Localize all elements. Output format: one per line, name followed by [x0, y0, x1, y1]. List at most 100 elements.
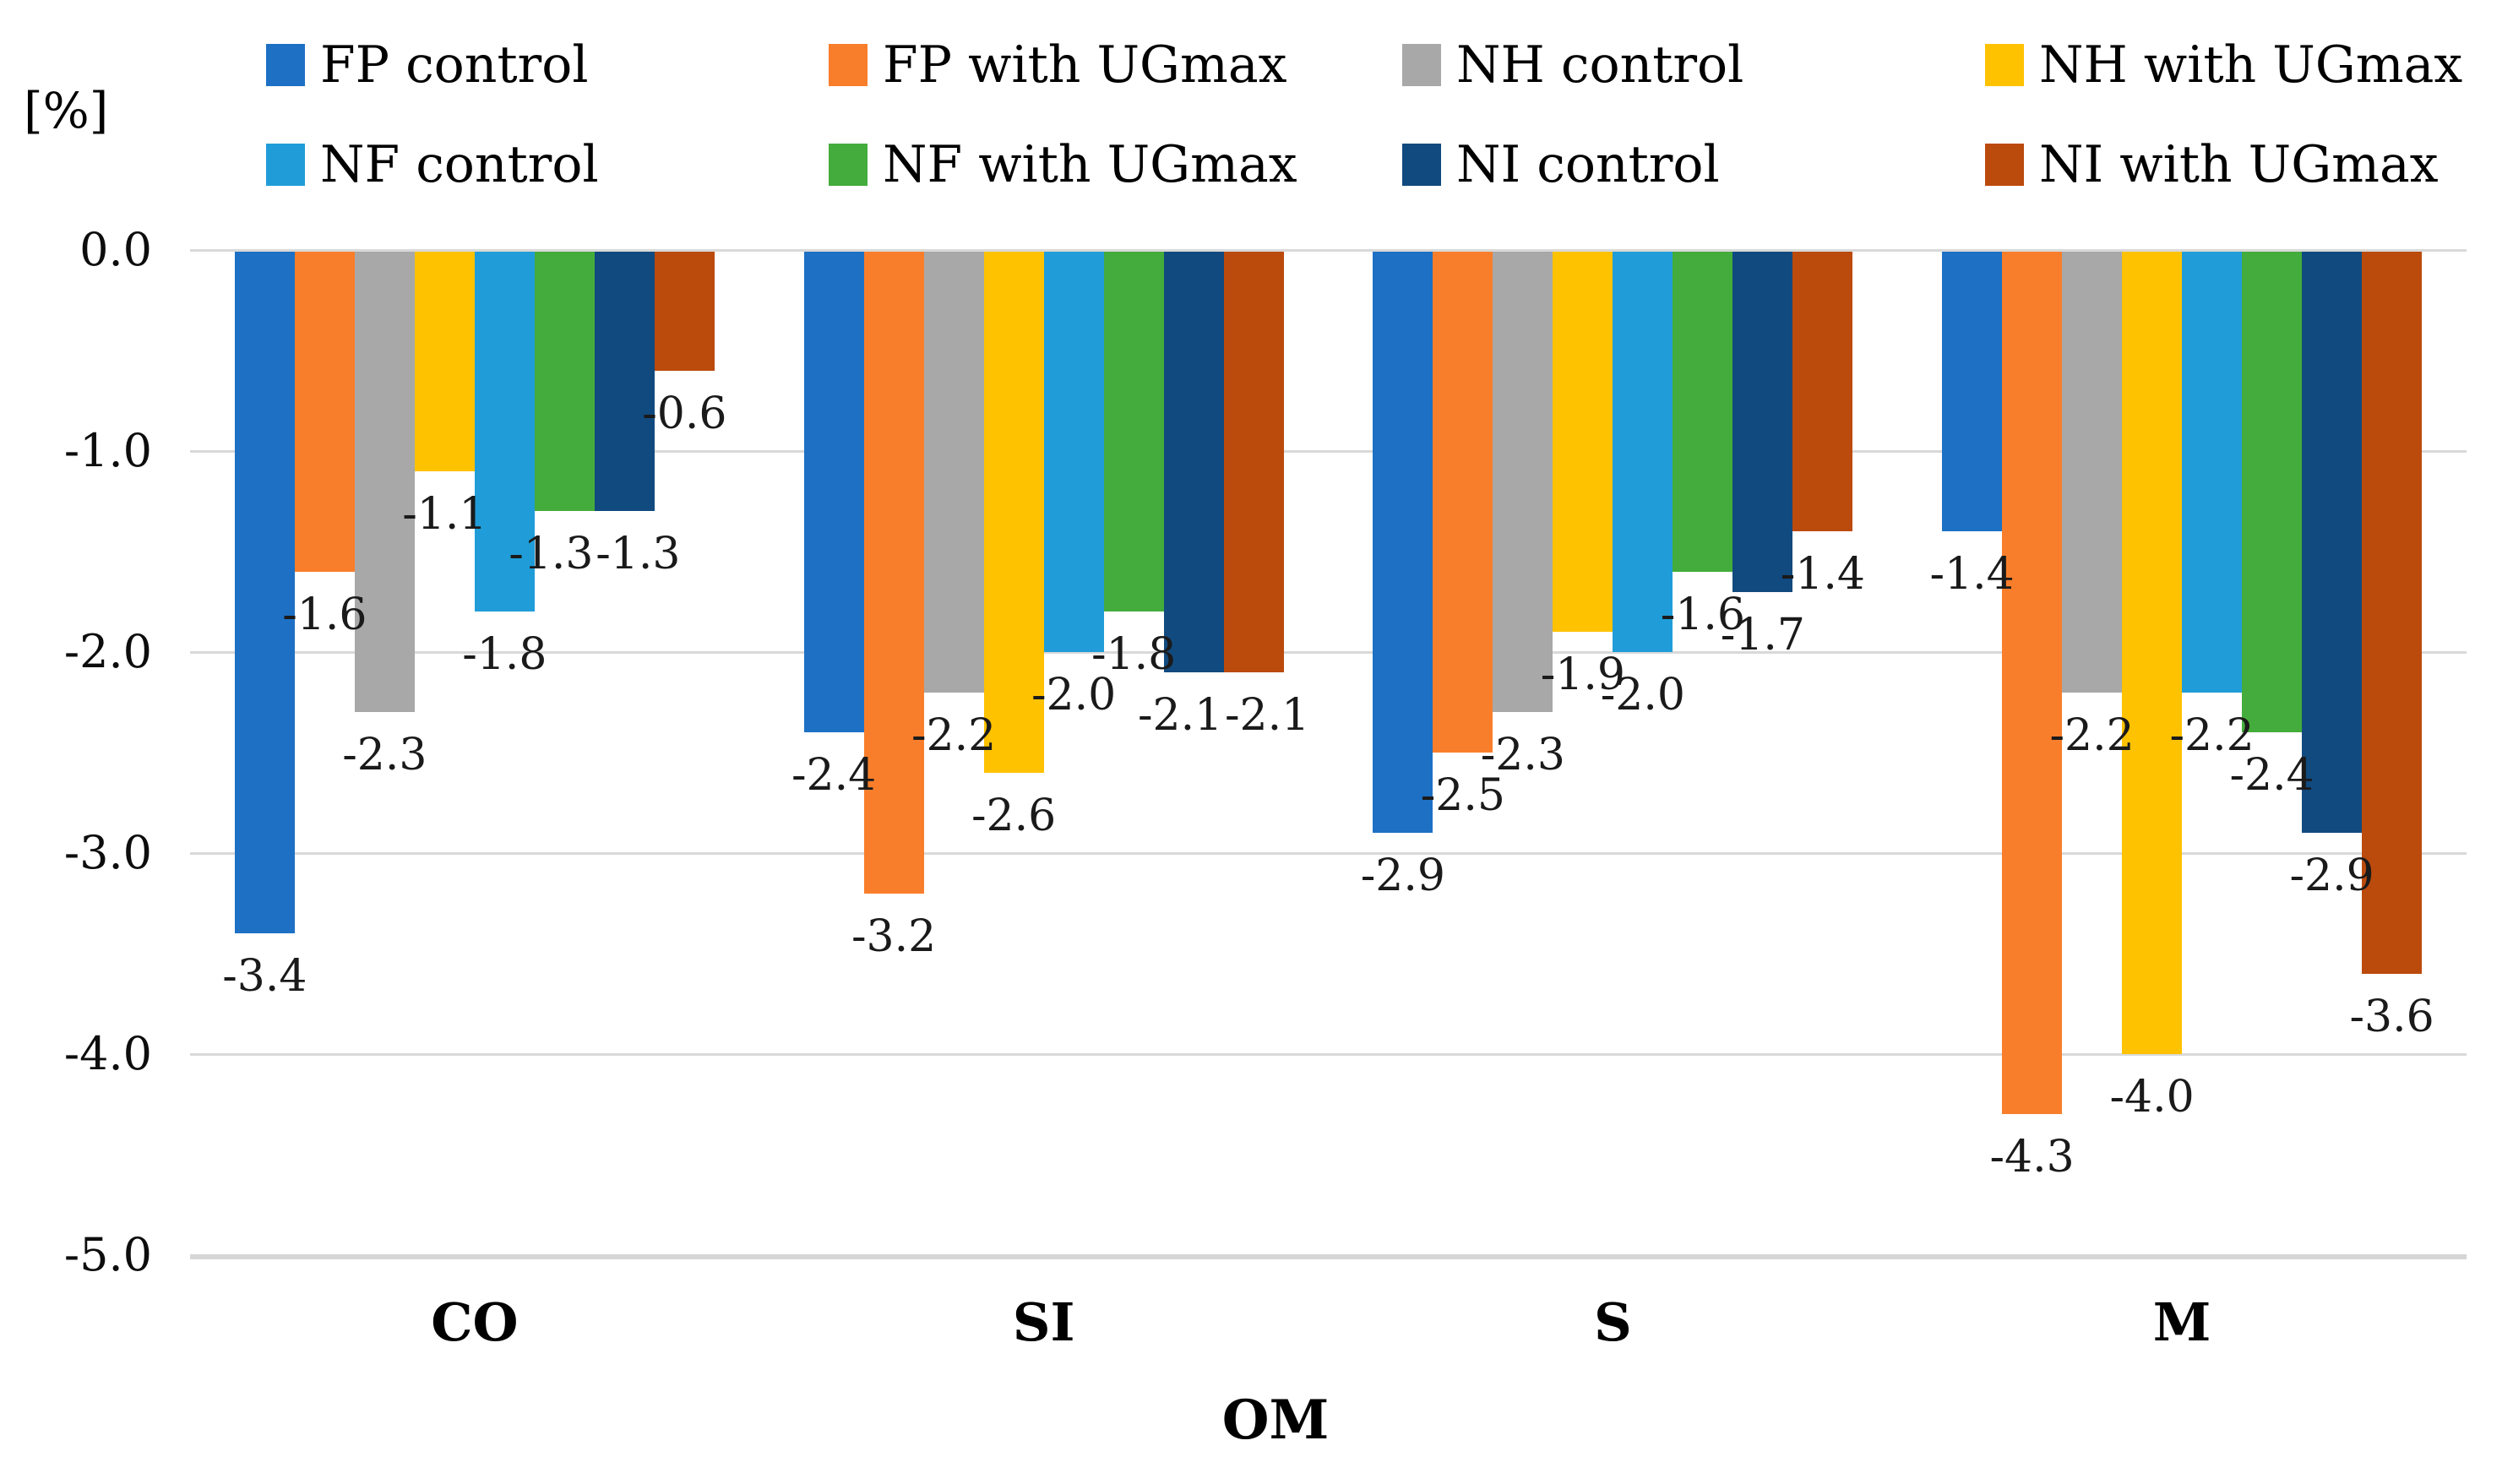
bar-si-nh-control	[923, 252, 984, 693]
bar-value-label: -1.8	[462, 629, 547, 681]
bar-value-label: -1.6	[282, 589, 367, 640]
bar-si-ni-with-ugmax	[1223, 252, 1284, 672]
legend-swatch-icon	[829, 144, 868, 186]
legend-swatch-icon	[829, 44, 868, 86]
y-tick-label: -5.0	[63, 1228, 152, 1281]
bar-value-label: -2.4	[791, 750, 877, 802]
bar-s-nf-control	[1613, 252, 1673, 652]
bar-s-nh-with-ugmax	[1553, 252, 1613, 633]
bar-value-label: -1.3	[596, 529, 681, 580]
bar-s-nh-control	[1493, 252, 1553, 713]
gridline	[190, 450, 2467, 453]
bar-value-label: -2.1	[1224, 689, 1310, 741]
legend-label: NF with UGmax	[883, 135, 1297, 194]
bar-co-nh-with-ugmax	[414, 252, 475, 471]
bar-m-fp-control	[1942, 252, 2003, 532]
bar-value-label: -3.6	[2349, 991, 2434, 1042]
bar-s-nf-with-ugmax	[1673, 252, 1733, 572]
bar-co-fp-with-ugmax	[294, 252, 355, 572]
y-tick-label: -2.0	[63, 625, 152, 678]
legend-item-ni-with-ugmax: NI with UGmax	[1985, 139, 2439, 190]
bar-co-ni-with-ugmax	[654, 252, 715, 371]
bar-value-label: -3.2	[851, 911, 937, 962]
bar-m-nf-with-ugmax	[2242, 252, 2303, 733]
legend-label: FP control	[320, 35, 589, 95]
legend-label: NH control	[1456, 35, 1744, 95]
bar-m-ni-control	[2302, 252, 2363, 834]
bar-value-label: -2.2	[2169, 709, 2255, 761]
bar-value-label: -2.5	[1420, 770, 1506, 821]
legend-item-fp-control: FP control	[266, 40, 589, 90]
bar-value-label: -3.4	[222, 951, 307, 1003]
bar-value-label: -2.3	[1480, 730, 1566, 781]
legend-swatch-icon	[1985, 144, 2024, 186]
y-tick-label: 0.0	[79, 223, 152, 276]
bar-value-label: -1.4	[1780, 549, 1866, 601]
bar-value-label: -2.9	[1360, 851, 1446, 902]
legend-label: NH with UGmax	[2039, 35, 2463, 95]
bar-value-label: -2.0	[1600, 670, 1686, 720]
bar-value-label: -4.3	[1989, 1132, 2075, 1183]
legend-item-nf-with-ugmax: NF with UGmax	[829, 139, 1297, 190]
category-label-co: CO	[431, 1291, 519, 1353]
y-axis-unit-label: [%]	[24, 82, 109, 139]
gridline	[190, 1053, 2467, 1056]
y-tick-label: -3.0	[63, 826, 152, 879]
legend-swatch-icon	[266, 144, 305, 186]
bar-value-label: -2.2	[911, 709, 997, 761]
bar-value-label: -1.6	[1660, 589, 1746, 640]
bar-value-label: -1.7	[1720, 609, 1806, 660]
legend-label: NF control	[320, 135, 599, 194]
legend-swatch-icon	[1985, 44, 2024, 86]
legend-swatch-icon	[1402, 144, 1441, 186]
bar-s-ni-with-ugmax	[1792, 252, 1853, 532]
bar-value-label: -0.6	[642, 388, 727, 439]
bar-m-fp-with-ugmax	[2002, 252, 2063, 1115]
legend-item-ni-control: NI control	[1402, 139, 1720, 190]
bar-m-nh-with-ugmax	[2122, 252, 2183, 1054]
bar-si-fp-control	[803, 252, 864, 733]
bar-value-label: -1.9	[1540, 650, 1626, 701]
bar-s-fp-with-ugmax	[1433, 252, 1493, 753]
bar-value-label: -1.8	[1091, 629, 1177, 681]
bar-si-nf-control	[1043, 252, 1104, 652]
bar-value-label: -2.3	[342, 730, 427, 781]
bar-co-fp-control	[234, 252, 295, 934]
bar-s-ni-control	[1732, 252, 1793, 592]
legend-label: NI with UGmax	[2039, 135, 2439, 194]
bar-si-ni-control	[1163, 252, 1224, 672]
legend-label: NI control	[1456, 135, 1720, 194]
bar-s-fp-control	[1373, 252, 1433, 834]
category-label-m: M	[2152, 1291, 2211, 1353]
bar-si-nf-with-ugmax	[1103, 252, 1164, 612]
bar-si-nh-with-ugmax	[983, 252, 1044, 773]
y-tick-label: -4.0	[63, 1027, 152, 1080]
legend-label: FP with UGmax	[883, 35, 1287, 95]
category-label-s: S	[1593, 1291, 1632, 1353]
bar-value-label: -1.1	[402, 488, 487, 540]
category-label-si: SI	[1012, 1291, 1075, 1353]
gridline	[190, 651, 2467, 654]
bar-si-fp-with-ugmax	[863, 252, 924, 894]
legend-item-nf-control: NF control	[266, 139, 599, 190]
bar-co-nh-control	[354, 252, 415, 713]
bar-m-nh-control	[2062, 252, 2123, 693]
legend-swatch-icon	[1402, 44, 1441, 86]
gridline	[190, 852, 2467, 855]
bar-co-ni-control	[594, 252, 655, 512]
gridline	[190, 249, 2467, 252]
bar-m-nf-control	[2182, 252, 2243, 693]
y-tick-label: -1.0	[63, 424, 152, 477]
legend-item-nh-control: NH control	[1402, 40, 1743, 90]
bar-co-nf-control	[474, 252, 535, 612]
bar-m-ni-with-ugmax	[2362, 252, 2423, 974]
bar-value-label: -2.1	[1137, 689, 1223, 741]
x-axis-title: OM	[1221, 1389, 1330, 1452]
bar-value-label: -2.9	[2289, 851, 2374, 902]
bar-value-label: -1.4	[1929, 549, 2015, 601]
bar-value-label: -4.0	[2109, 1072, 2195, 1123]
bar-value-label: -2.4	[2229, 750, 2314, 802]
legend-item-fp-with-ugmax: FP with UGmax	[829, 40, 1286, 90]
bar-co-nf-with-ugmax	[534, 252, 595, 512]
